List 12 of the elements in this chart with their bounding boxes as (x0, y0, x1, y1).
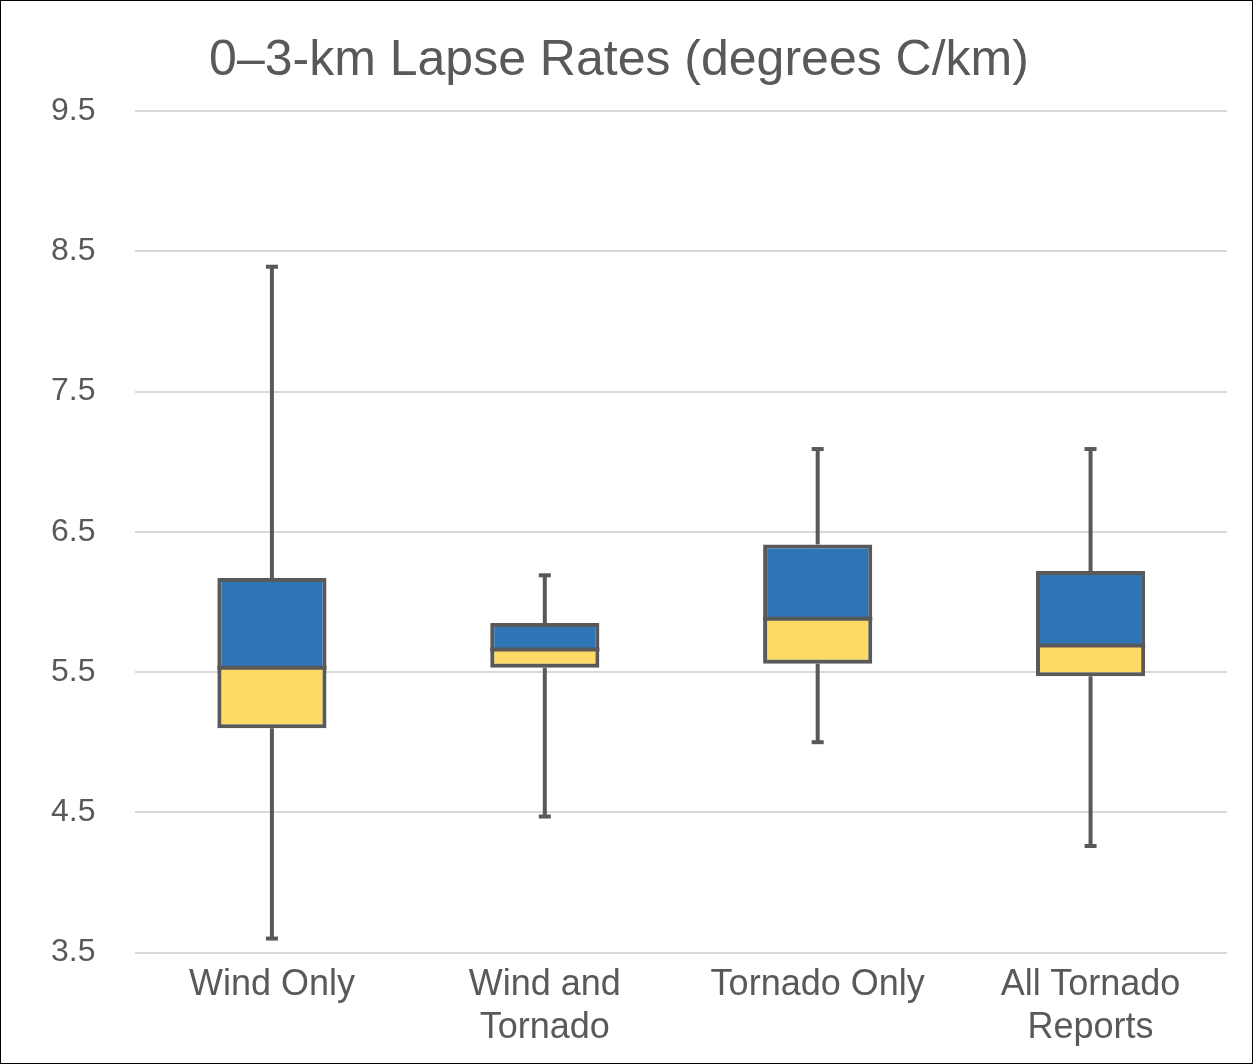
x-tick-label: Tornado Only (710, 962, 925, 1004)
y-tick-label: 7.5 (51, 371, 96, 408)
x-tick-label: All Tornado Reports (1000, 962, 1181, 1047)
y-tick-label: 5.5 (51, 651, 96, 688)
y-tick-label: 9.5 (51, 90, 96, 127)
x-tick-label: Wind Only (188, 962, 355, 1004)
y-tick-label: 3.5 (51, 932, 96, 969)
chart-title: 0–3-km Lapse Rates (degrees C/km) (209, 29, 1029, 86)
y-tick-label: 8.5 (51, 231, 96, 268)
y-tick-label: 4.5 (51, 792, 96, 829)
x-tick-label: Wind and Tornado (468, 962, 621, 1047)
y-tick-label: 6.5 (51, 511, 96, 548)
